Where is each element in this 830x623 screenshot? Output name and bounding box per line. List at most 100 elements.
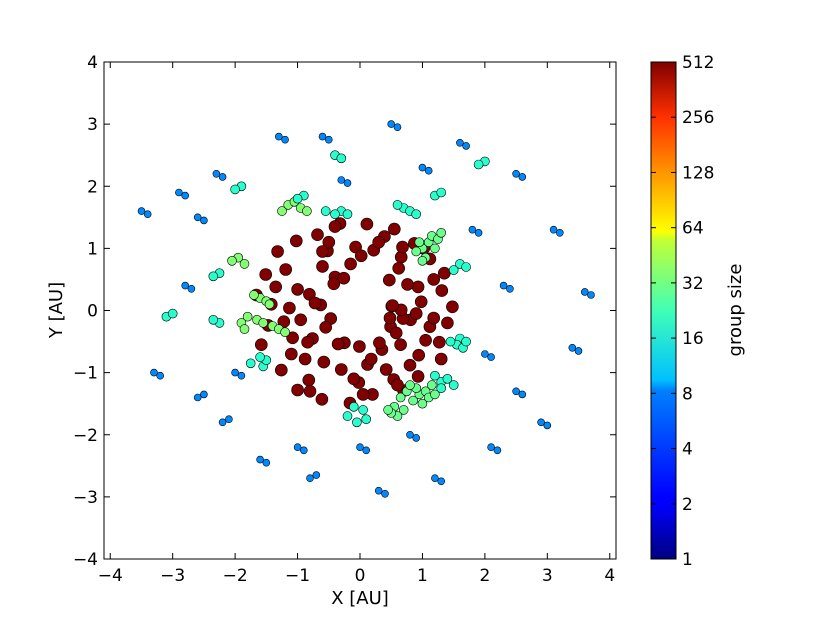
x-tick-label: −2 [223, 566, 248, 586]
data-point [360, 217, 374, 231]
data-point [441, 316, 454, 330]
data-point [254, 338, 268, 352]
data-point [424, 166, 433, 175]
data-point [392, 200, 403, 210]
colorbar-ticks: 1 2 4 8 16 32 64 128 256 512 [651, 53, 714, 570]
data-point [574, 347, 583, 355]
data-point [218, 173, 227, 181]
data-point [330, 209, 340, 219]
data-point [392, 261, 406, 275]
data-point [249, 290, 259, 300]
data-point [348, 401, 359, 412]
data-point [315, 392, 329, 406]
data-point [239, 324, 250, 334]
data-point [434, 352, 448, 366]
data-point [334, 363, 348, 376]
data-point [419, 333, 432, 347]
data-point [411, 370, 425, 383]
data-point [383, 311, 397, 325]
data-point [301, 335, 314, 349]
data-point [580, 288, 589, 296]
data-point [274, 363, 288, 377]
data-point [468, 225, 477, 234]
x-tick-label: 2 [479, 566, 490, 586]
data-point [274, 132, 283, 141]
data-point [381, 489, 389, 498]
data-point [208, 314, 219, 325]
data-point [448, 380, 459, 390]
data-point [481, 350, 489, 358]
data-point [437, 266, 451, 280]
data-point [436, 228, 447, 238]
data-point [412, 348, 426, 362]
x-tick-label: 0 [355, 566, 366, 586]
data-point [436, 383, 447, 394]
data-point [181, 281, 189, 290]
data-point [143, 210, 152, 218]
data-point [322, 235, 336, 249]
data-point [231, 368, 239, 377]
data-point [432, 335, 446, 349]
data-point [403, 358, 417, 372]
data-point [327, 277, 341, 291]
colorbar [650, 61, 677, 560]
x-tick-label: 3 [542, 566, 553, 586]
y-tick-label: 4 [87, 53, 98, 73]
data-point [279, 263, 293, 276]
data-point [347, 372, 361, 386]
data-point [387, 120, 396, 128]
data-point [187, 284, 196, 293]
data-point [281, 135, 289, 144]
data-point [256, 455, 264, 464]
data-point [242, 311, 253, 322]
data-point [426, 380, 437, 390]
data-point [389, 326, 403, 340]
data-point [294, 313, 308, 327]
data-point [237, 371, 246, 380]
data-point [383, 405, 393, 415]
y-tick-label: 3 [87, 115, 98, 135]
colorbar-label: group size [725, 264, 746, 357]
data-point [446, 300, 459, 314]
data-point [430, 243, 440, 254]
colorbar-tick-label: 128 [682, 163, 714, 183]
data-point [342, 411, 353, 421]
data-point [487, 353, 495, 361]
data-point [456, 139, 464, 147]
data-point [291, 283, 304, 296]
data-point [374, 486, 383, 495]
data-point [549, 225, 558, 234]
data-point [316, 245, 329, 258]
data-point [587, 291, 595, 299]
data-point [356, 388, 370, 401]
y-axis-label: Y [AU] [46, 282, 67, 339]
data-point [258, 318, 269, 328]
data-point [283, 301, 296, 315]
data-point [361, 414, 372, 425]
colorbar-tick-label: 32 [682, 274, 704, 294]
data-point [271, 245, 284, 258]
colorbar-tick-label: 64 [682, 219, 704, 239]
colorbar-tick-label: 1 [682, 550, 693, 570]
data-point [409, 307, 423, 320]
data-point [306, 474, 314, 483]
data-point [448, 265, 459, 275]
data-point [408, 395, 418, 406]
data-point [364, 352, 378, 366]
data-point [328, 220, 342, 233]
x-tick-label: 4 [604, 566, 615, 586]
data-point [308, 296, 322, 310]
data-point [318, 132, 327, 141]
data-point [427, 273, 441, 286]
data-point [353, 340, 366, 353]
colorbar-tick-label: 16 [682, 329, 704, 349]
data-point [324, 135, 333, 144]
y-tick-label: −2 [73, 426, 98, 446]
colorbar-tick-label: 2 [682, 495, 693, 515]
x-tick-label: −1 [285, 566, 310, 586]
data-point [555, 229, 564, 237]
data-point [225, 415, 233, 424]
data-point [435, 284, 449, 297]
data-point [487, 443, 495, 452]
data-point [167, 308, 178, 319]
